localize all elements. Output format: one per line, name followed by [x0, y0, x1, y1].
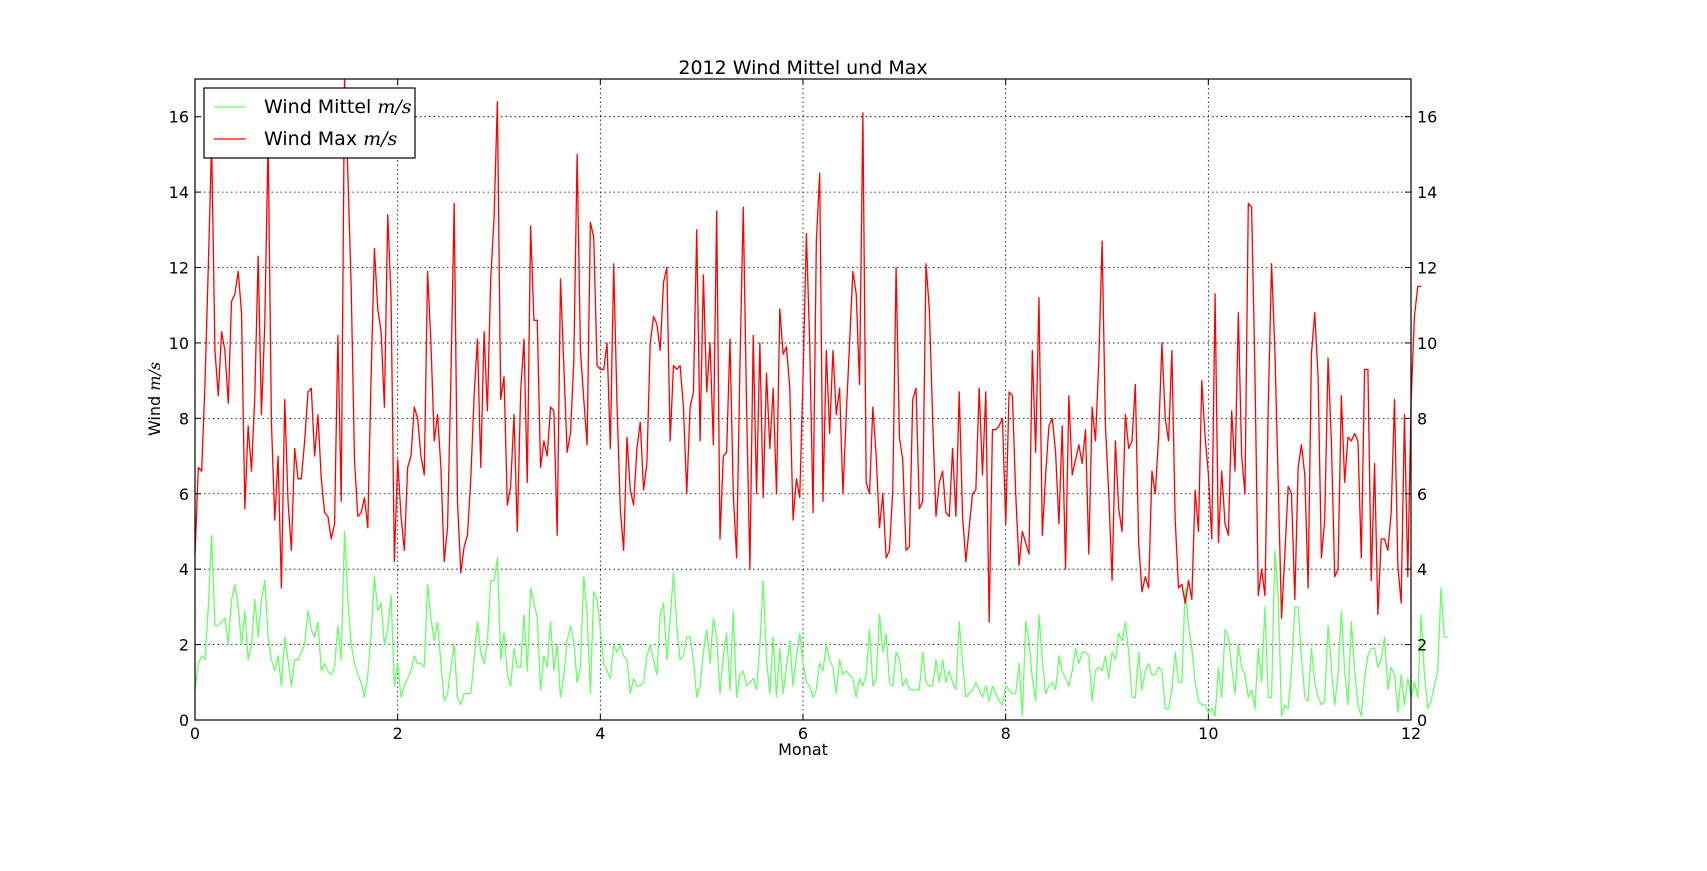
y-tick-label-left: 8: [179, 409, 189, 428]
x-tick-label: 2: [393, 724, 403, 743]
y-tick-label-right: 2: [1417, 636, 1427, 655]
x-tick-label: 12: [1401, 724, 1421, 743]
y-tick-label-right: 4: [1417, 560, 1427, 579]
x-tick-label: 8: [1001, 724, 1011, 743]
legend-entry-wind-mittel-text: Wind Mittel: [264, 96, 371, 118]
x-tick-label: 6: [798, 724, 808, 743]
y-axis-label-unit: m/s: [145, 362, 164, 391]
chart-title: 2012 Wind Mittel und Max: [678, 57, 927, 79]
x-axis-label: Monat: [778, 740, 828, 759]
y-tick-label-right: 16: [1417, 108, 1437, 127]
x-tick-label: 0: [190, 724, 200, 743]
y-tick-label-left: 12: [169, 259, 189, 278]
y-tick-label-right: 14: [1417, 183, 1437, 202]
legend-entry-wind-max-text: Wind Max: [264, 128, 357, 150]
legend-entry-wind-max-unit: m/s: [363, 128, 397, 150]
y-tick-label-left: 0: [179, 711, 189, 730]
y-tick-label-right: 0: [1417, 711, 1427, 730]
grid-lines: [195, 79, 1411, 720]
y-tick-label-left: 6: [179, 485, 189, 504]
legend-entry-wind-mittel: Wind Mittel m/s: [264, 96, 412, 118]
x-tick-label: 4: [595, 724, 605, 743]
y-tick-label-right: 8: [1417, 409, 1427, 428]
y-tick-label-left: 4: [179, 560, 189, 579]
y-tick-label-left: 10: [169, 334, 189, 353]
series-lines: [194, 78, 1448, 717]
y-tick-label-right: 10: [1417, 334, 1437, 353]
legend-entry-wind-mittel-unit: m/s: [377, 96, 411, 118]
series-line-wind-max: [194, 78, 1422, 623]
legend-entry-wind-max: Wind Max m/s: [264, 128, 398, 150]
y-tick-label-right: 6: [1417, 485, 1427, 504]
y-axis-label-text: Wind: [145, 396, 164, 436]
y-axis-label: Wind m/s: [145, 362, 164, 436]
series-line-wind-mittel: [194, 530, 1448, 717]
y-tick-label-right: 12: [1417, 259, 1437, 278]
legend-box: [203, 87, 416, 159]
legend: Wind Mittel m/s Wind Max m/s: [203, 87, 416, 159]
x-tick-label: 10: [1198, 724, 1218, 743]
y-tick-label-left: 14: [169, 183, 189, 202]
y-tick-label-left: 16: [169, 108, 189, 127]
y-tick-label-left: 2: [179, 636, 189, 655]
